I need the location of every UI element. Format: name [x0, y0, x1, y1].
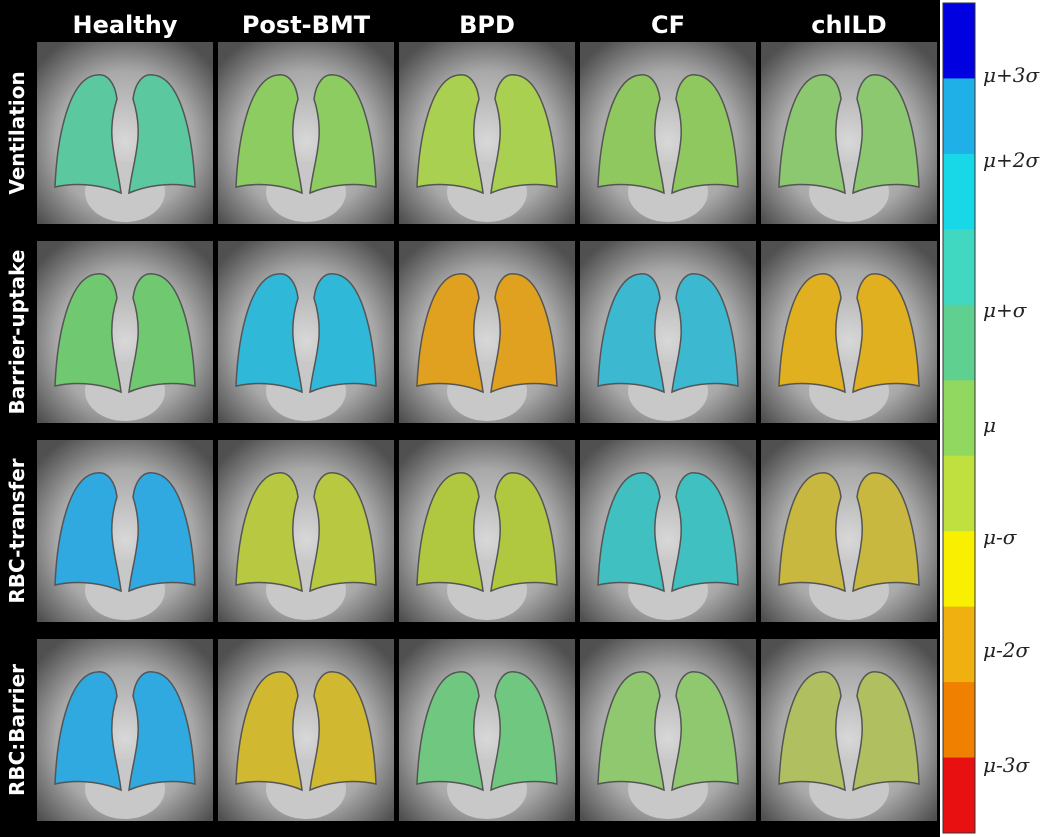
lung-image: [580, 241, 756, 423]
left-lung: [54, 273, 122, 394]
colorbar-label: μ+σ: [983, 298, 1028, 322]
left-lung: [54, 671, 122, 792]
row-label: RBC:Barrier: [5, 664, 29, 796]
left-lung: [597, 273, 665, 394]
left-lung: [235, 472, 303, 593]
lung-image: [218, 42, 394, 224]
lung-image: [399, 440, 575, 622]
left-lung: [778, 74, 846, 195]
colorbar-band: [943, 229, 975, 306]
left-lung: [778, 671, 846, 792]
colorbar-band: [943, 606, 975, 683]
left-lung: [416, 273, 484, 394]
lung-image: [761, 639, 937, 821]
left-lung: [778, 273, 846, 394]
right-lung: [128, 74, 196, 195]
lung-image: [37, 639, 213, 821]
lung-image: [37, 440, 213, 622]
right-lung: [671, 273, 739, 394]
colorbar-band: [943, 153, 975, 230]
colorbar-band: [943, 3, 975, 79]
right-lung: [852, 74, 920, 195]
lung-image: [218, 440, 394, 622]
colorbar-band: [943, 304, 975, 381]
column-header: Post-BMT: [242, 11, 371, 39]
right-lung: [490, 74, 558, 195]
right-lung: [490, 273, 558, 394]
right-lung: [490, 671, 558, 792]
lung-image: [761, 241, 937, 423]
row-label: Ventilation: [5, 71, 29, 194]
row-label: RBC-transfer: [5, 458, 29, 603]
right-lung: [309, 74, 377, 195]
right-lung: [671, 671, 739, 792]
lung-image: [218, 241, 394, 423]
lung-image: [399, 639, 575, 821]
right-lung: [671, 74, 739, 195]
left-lung: [597, 74, 665, 195]
left-lung: [235, 671, 303, 792]
right-lung: [852, 273, 920, 394]
right-lung: [671, 472, 739, 593]
colorbar-frame: [942, 2, 976, 834]
lung-image: [761, 440, 937, 622]
lung-image: [399, 42, 575, 224]
right-lung: [128, 472, 196, 593]
column-header: chILD: [811, 11, 886, 39]
lung-image: [580, 42, 756, 224]
lung-image: [37, 42, 213, 224]
colorbar-band: [943, 455, 975, 532]
colorbar-label: μ+2σ: [983, 148, 1040, 172]
lung-image: [761, 42, 937, 224]
colorbar-band: [943, 531, 975, 608]
left-lung: [416, 472, 484, 593]
colorbar-label: μ: [983, 413, 996, 437]
left-lung: [416, 74, 484, 195]
colorbar-label: μ-3σ: [983, 753, 1030, 777]
right-lung: [490, 472, 558, 593]
right-lung: [128, 273, 196, 394]
lung-image: [218, 639, 394, 821]
lung-image: [37, 241, 213, 423]
lung-image: [580, 639, 756, 821]
colorbar-band: [943, 380, 975, 457]
left-lung: [597, 671, 665, 792]
lung-image: [580, 440, 756, 622]
right-lung: [852, 671, 920, 792]
colorbar-label: μ-σ: [983, 525, 1018, 549]
colorbar-band: [943, 757, 975, 834]
lung-image: [399, 241, 575, 423]
right-lung: [128, 671, 196, 792]
right-lung: [309, 472, 377, 593]
colorbar-label: μ+3σ: [983, 63, 1040, 87]
right-lung: [309, 671, 377, 792]
left-lung: [597, 472, 665, 593]
right-lung: [852, 472, 920, 593]
left-lung: [54, 74, 122, 195]
left-lung: [235, 74, 303, 195]
left-lung: [54, 472, 122, 593]
column-header: Healthy: [73, 11, 178, 39]
left-lung: [416, 671, 484, 792]
column-header: BPD: [459, 11, 515, 39]
left-lung: [235, 273, 303, 394]
row-label: Barrier-uptake: [5, 250, 29, 415]
colorbar-band: [943, 78, 975, 155]
right-lung: [309, 273, 377, 394]
left-lung: [778, 472, 846, 593]
colorbar-band: [943, 682, 975, 759]
colorbar-label: μ-2σ: [983, 638, 1030, 662]
column-header: CF: [651, 11, 685, 39]
